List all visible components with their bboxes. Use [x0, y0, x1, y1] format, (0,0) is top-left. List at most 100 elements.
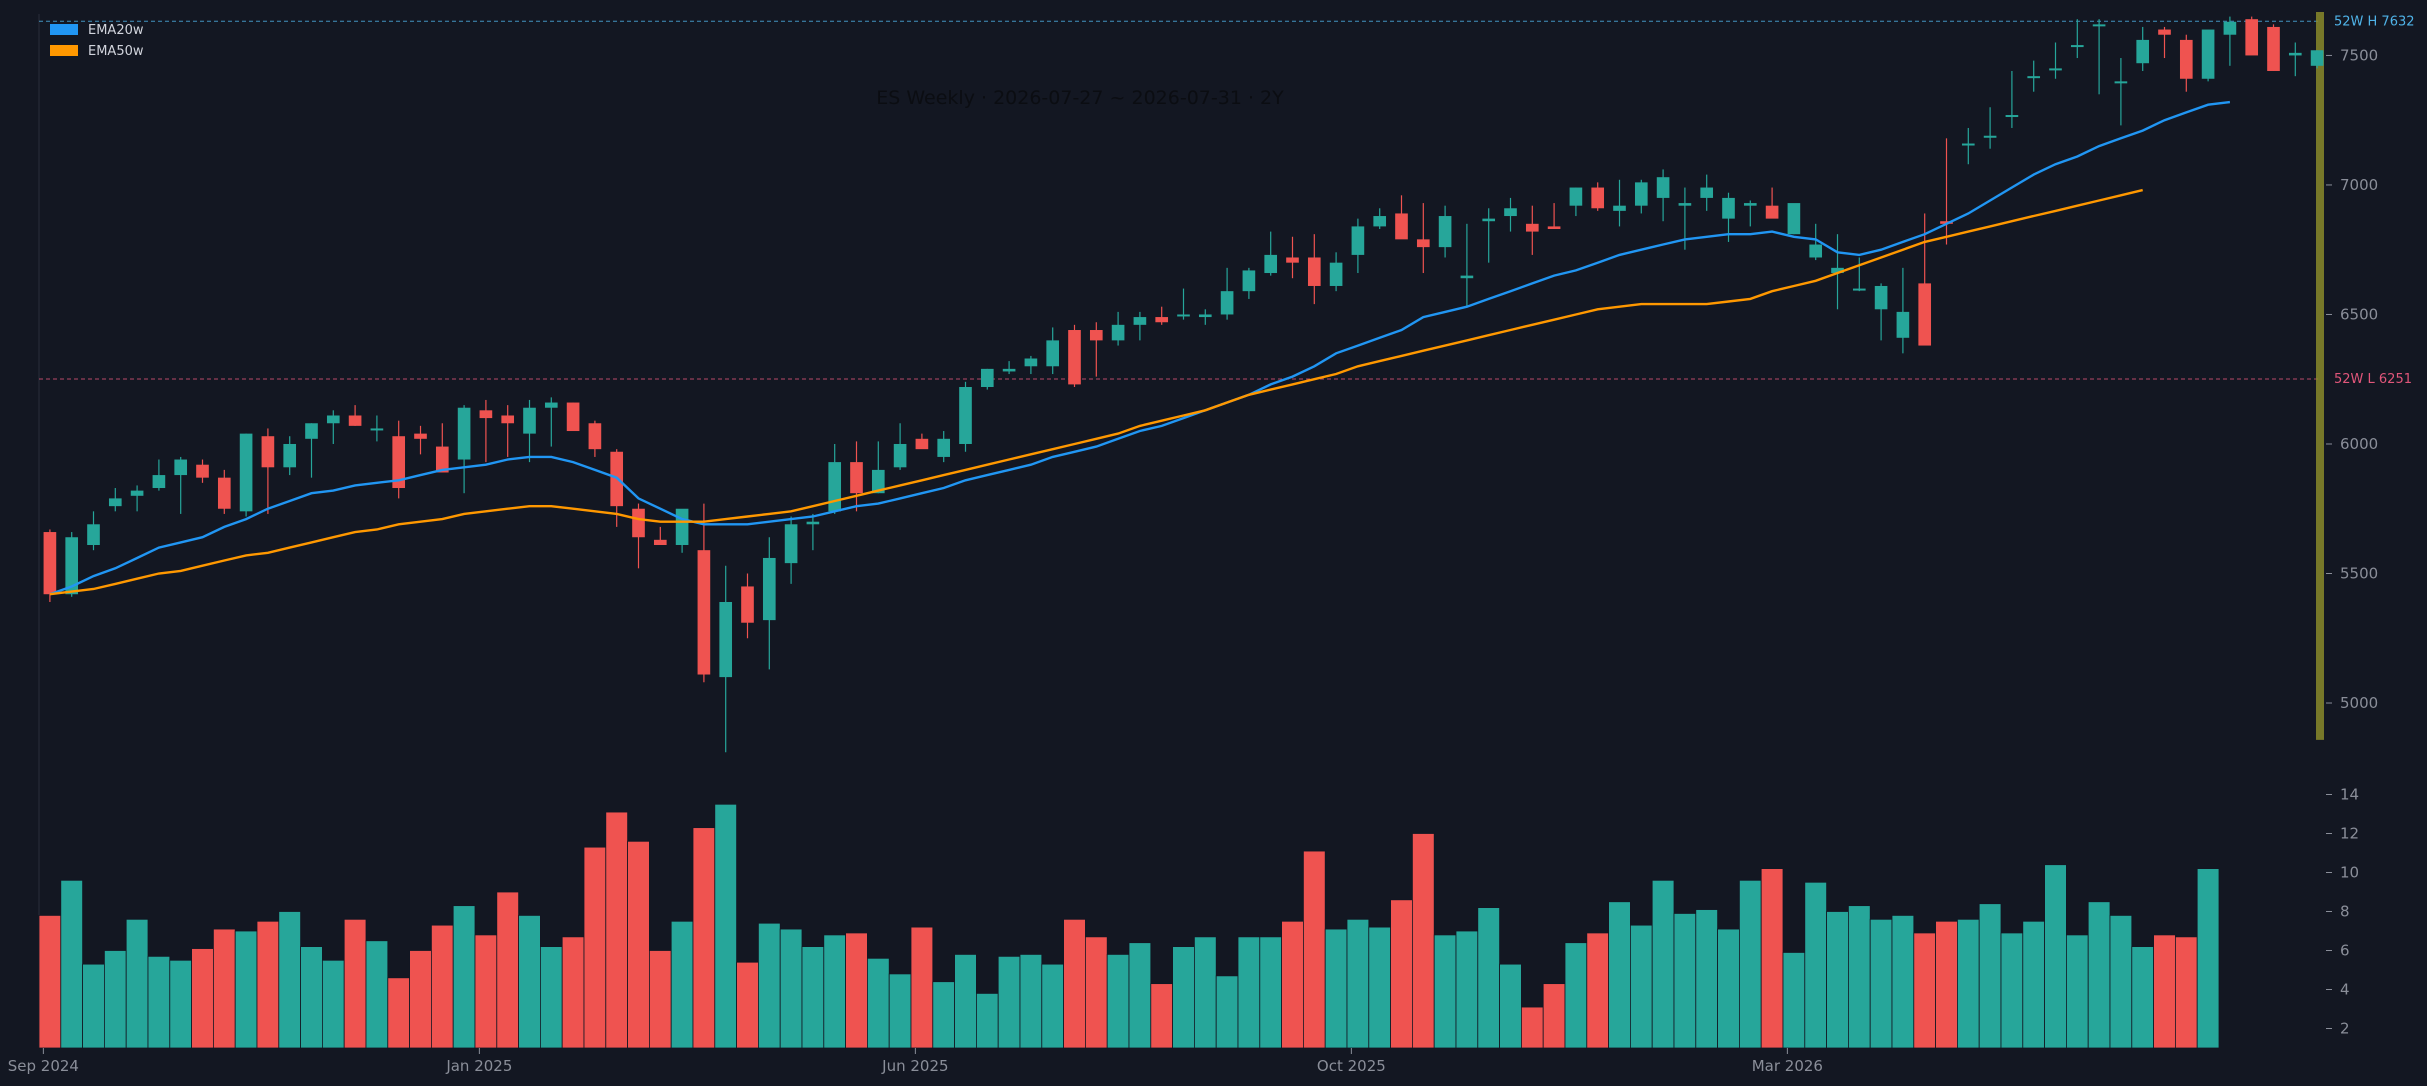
price-range-band [2316, 12, 2324, 740]
price-tick-label: 5000 [2340, 694, 2378, 712]
candle-body [283, 443, 297, 468]
candle-body [1918, 283, 1932, 346]
candle-body [1220, 291, 1234, 315]
candle [261, 428, 275, 514]
candle-body [1831, 267, 1844, 274]
volume-bar [1630, 924, 1653, 1049]
candle-body [1722, 197, 1735, 219]
volume-bar [997, 955, 1021, 1049]
candle-body [2136, 39, 2150, 64]
candle-body [1024, 358, 1038, 367]
candle-body [1961, 143, 1975, 146]
volume-bar [1237, 936, 1261, 1049]
candle [1613, 179, 1626, 227]
candle [1547, 203, 1561, 229]
candle-body [414, 433, 427, 439]
candle-body [305, 423, 318, 439]
candle [1765, 187, 1779, 219]
candles [43, 16, 2324, 753]
candle [1700, 174, 1714, 211]
price-tick-label: 7000 [2340, 176, 2378, 194]
volume-bar [561, 936, 585, 1049]
volume-bar [278, 911, 301, 1049]
candle [217, 469, 231, 514]
volume-bar [474, 934, 498, 1049]
time-tick-label: Jun 2025 [881, 1057, 948, 1075]
candle-body [1307, 257, 1321, 286]
candle [501, 405, 515, 457]
volume-bar [191, 948, 214, 1049]
candle-body [2288, 52, 2302, 56]
candle-body [1177, 314, 1190, 317]
volume-bar [1782, 952, 1806, 1049]
candle [1046, 327, 1060, 375]
candle-body [1002, 368, 1016, 372]
volume-tick-label: 4 [2340, 981, 2350, 999]
candle-body [479, 410, 493, 419]
candle [2070, 19, 2084, 59]
candle-body [239, 433, 253, 512]
candle [1918, 213, 1932, 346]
candle [632, 503, 645, 569]
volume-bar [1172, 946, 1195, 1049]
candle [937, 431, 951, 463]
volume-bar [976, 993, 999, 1049]
candle [1220, 267, 1234, 320]
candle [697, 503, 711, 683]
volume-bar [1521, 1006, 1544, 1049]
candle-body [893, 443, 907, 468]
volume-bar [38, 915, 62, 1049]
candle [2114, 58, 2128, 126]
candle-body [1264, 254, 1278, 274]
volume-bar [1760, 868, 1784, 1049]
volume-bar [60, 879, 83, 1049]
candle-body [1525, 223, 1539, 232]
volume-bar [234, 930, 258, 1049]
candle-body [2201, 29, 2215, 79]
candle-body [196, 464, 209, 478]
candle-body [130, 490, 144, 496]
volume-bar [2087, 901, 2111, 1049]
candle-body [1569, 187, 1583, 206]
candle [174, 456, 188, 514]
candle [2310, 50, 2324, 69]
candle [1395, 195, 1408, 240]
volume-bar [1128, 942, 1152, 1049]
candle [479, 399, 493, 463]
volume-bar [1848, 905, 1871, 1049]
candle-body [217, 477, 231, 509]
volume-bar [147, 955, 171, 1049]
volume-bar [649, 950, 672, 1049]
candle-body [1089, 330, 1103, 341]
volume-tick-label: 10 [2340, 864, 2359, 882]
candle-body [1504, 208, 1517, 217]
candle [2267, 24, 2280, 71]
candle [2005, 70, 2019, 128]
volume-bar [540, 946, 563, 1049]
candle-body [2179, 39, 2193, 79]
candle-body [2310, 50, 2324, 66]
volume-bar [1041, 963, 1065, 1049]
price-tick-label: 5500 [2340, 565, 2378, 583]
candle [1591, 182, 1605, 211]
candle-body [1286, 257, 1299, 263]
candle [1961, 127, 1975, 165]
candle [762, 537, 776, 670]
candle-body [653, 539, 667, 546]
candle [1569, 187, 1583, 217]
candle [1743, 200, 1757, 227]
candle-body [1438, 216, 1452, 248]
candle [370, 415, 384, 442]
volume-bar [1673, 913, 1697, 1049]
candle-body [1460, 275, 1474, 279]
volume-bar [736, 961, 759, 1049]
candle [1155, 306, 1169, 325]
candle [152, 459, 166, 491]
candle-body [1155, 317, 1169, 323]
candle-body [1068, 330, 1081, 385]
volume-bar [714, 803, 737, 1049]
candle [305, 423, 318, 478]
candle-body [2267, 26, 2280, 71]
candle [1656, 169, 1670, 222]
